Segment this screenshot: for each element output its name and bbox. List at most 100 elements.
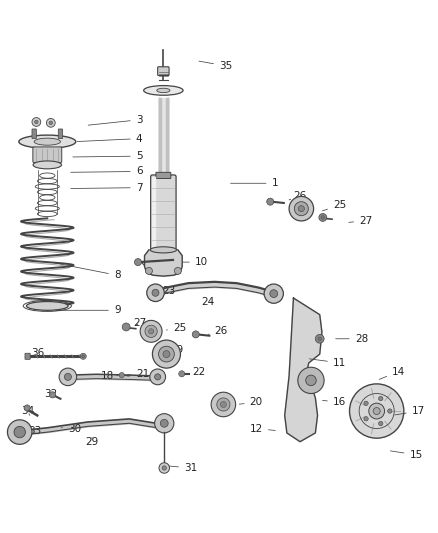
Circle shape <box>192 331 199 338</box>
Circle shape <box>220 401 226 408</box>
Text: 9: 9 <box>55 305 120 316</box>
Circle shape <box>122 323 130 331</box>
FancyBboxPatch shape <box>158 67 169 76</box>
Circle shape <box>378 422 383 426</box>
Circle shape <box>140 320 162 342</box>
Circle shape <box>264 284 283 303</box>
Text: 18: 18 <box>101 371 118 381</box>
Circle shape <box>152 340 180 368</box>
Text: 27: 27 <box>134 318 147 328</box>
Text: 1: 1 <box>230 178 278 188</box>
Circle shape <box>32 118 41 126</box>
Circle shape <box>148 329 154 334</box>
FancyBboxPatch shape <box>33 147 62 163</box>
Circle shape <box>162 466 166 470</box>
Text: 5: 5 <box>73 151 142 161</box>
Text: 6: 6 <box>71 166 142 176</box>
Text: 36: 36 <box>32 348 45 358</box>
Circle shape <box>163 351 170 358</box>
Circle shape <box>49 121 53 125</box>
Circle shape <box>298 206 304 212</box>
Text: 8: 8 <box>53 263 120 280</box>
Text: 19: 19 <box>166 345 184 355</box>
Circle shape <box>373 408 380 415</box>
Text: 29: 29 <box>85 437 99 447</box>
FancyBboxPatch shape <box>58 129 63 139</box>
Text: 14: 14 <box>379 367 405 379</box>
Circle shape <box>159 463 170 473</box>
Text: 24: 24 <box>201 296 215 306</box>
Circle shape <box>64 374 71 381</box>
Text: 32: 32 <box>44 389 57 399</box>
Circle shape <box>315 334 324 343</box>
Circle shape <box>378 397 383 401</box>
Circle shape <box>134 259 141 265</box>
Text: 35: 35 <box>199 61 232 71</box>
Text: 27: 27 <box>349 215 372 225</box>
Text: 4: 4 <box>77 134 142 143</box>
Ellipse shape <box>144 86 183 95</box>
Circle shape <box>145 325 157 337</box>
Text: 25: 25 <box>166 323 186 333</box>
Circle shape <box>364 401 368 406</box>
FancyBboxPatch shape <box>151 175 176 251</box>
Text: 33: 33 <box>25 426 42 436</box>
Circle shape <box>289 197 314 221</box>
Text: 34: 34 <box>21 406 34 416</box>
Circle shape <box>24 405 30 411</box>
Ellipse shape <box>150 247 177 253</box>
Circle shape <box>267 198 274 205</box>
Circle shape <box>321 216 325 219</box>
Text: 31: 31 <box>169 463 197 473</box>
FancyBboxPatch shape <box>32 129 36 139</box>
Circle shape <box>294 201 308 216</box>
Circle shape <box>298 367 324 393</box>
Text: 7: 7 <box>71 183 142 192</box>
Circle shape <box>350 384 404 438</box>
Circle shape <box>152 289 159 296</box>
Circle shape <box>155 414 174 433</box>
Ellipse shape <box>27 302 68 310</box>
Circle shape <box>211 392 236 417</box>
Text: 10: 10 <box>158 257 208 267</box>
FancyBboxPatch shape <box>156 172 171 179</box>
Circle shape <box>369 403 385 419</box>
Polygon shape <box>145 250 182 276</box>
Circle shape <box>179 371 185 377</box>
Circle shape <box>147 284 164 302</box>
Text: 17: 17 <box>395 406 425 416</box>
Circle shape <box>318 337 321 341</box>
Circle shape <box>160 419 168 427</box>
Text: 22: 22 <box>186 367 206 377</box>
Ellipse shape <box>19 135 76 148</box>
Text: 23: 23 <box>162 286 175 296</box>
Circle shape <box>82 355 85 358</box>
Circle shape <box>159 346 174 362</box>
Circle shape <box>155 374 161 380</box>
Circle shape <box>364 417 368 421</box>
Text: 30: 30 <box>61 424 81 433</box>
Ellipse shape <box>34 138 60 145</box>
Circle shape <box>35 120 38 124</box>
Circle shape <box>388 409 392 413</box>
Text: 25: 25 <box>322 200 346 211</box>
Text: 15: 15 <box>390 450 423 460</box>
Text: 28: 28 <box>336 334 368 344</box>
Circle shape <box>319 214 327 221</box>
Text: 12: 12 <box>250 424 276 433</box>
Text: 20: 20 <box>239 397 263 407</box>
Circle shape <box>80 353 86 359</box>
Circle shape <box>217 398 230 411</box>
Text: 26: 26 <box>289 190 307 200</box>
Circle shape <box>174 268 181 274</box>
Ellipse shape <box>157 88 170 93</box>
Circle shape <box>59 368 77 386</box>
FancyBboxPatch shape <box>25 353 30 359</box>
Ellipse shape <box>33 161 61 169</box>
Text: 21: 21 <box>127 369 149 379</box>
Circle shape <box>150 369 166 385</box>
Circle shape <box>46 118 55 127</box>
Circle shape <box>119 373 124 378</box>
Circle shape <box>7 420 32 445</box>
Circle shape <box>306 375 316 386</box>
